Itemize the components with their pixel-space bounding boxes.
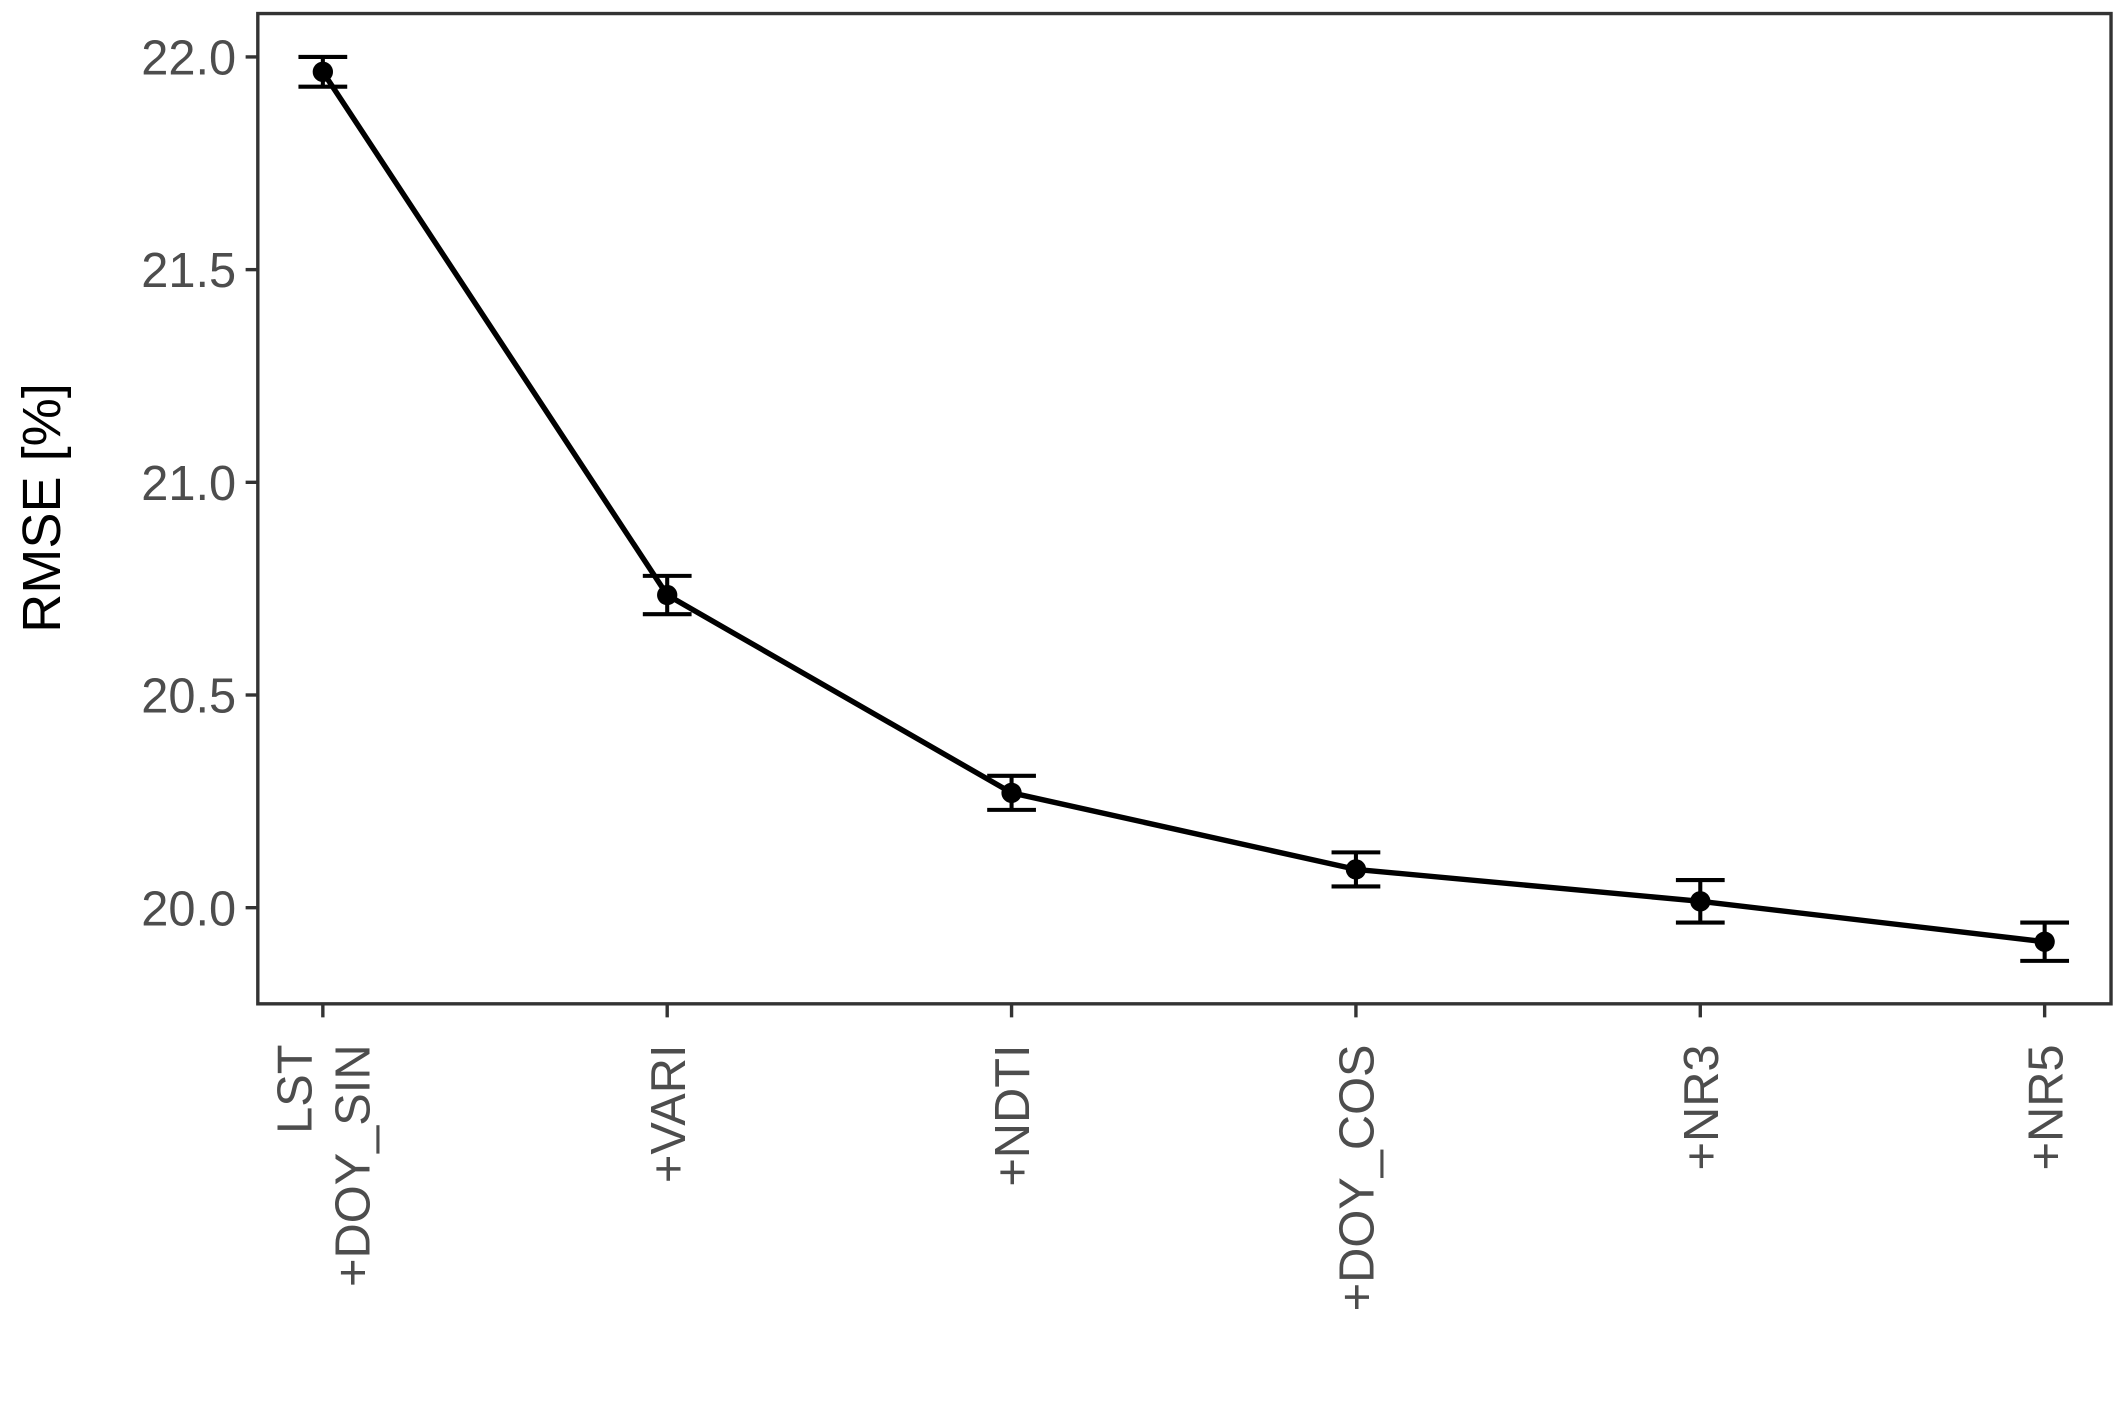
point (657, 584, 678, 606)
y-tick-label: 20.0 (141, 882, 236, 936)
x-tick-label: LST +DOY_SIN (268, 1044, 380, 1287)
point (1690, 891, 1711, 912)
x-tick-label: +NR3 (1675, 1044, 1729, 1170)
point (312, 61, 334, 82)
point (2034, 931, 2055, 952)
y-tick-label: 22.0 (141, 32, 236, 86)
y-tick-label: 20.5 (141, 670, 236, 724)
point (1345, 859, 1367, 880)
plot-frame (256, 11, 2113, 1006)
y-tick-label: 21.0 (141, 457, 236, 511)
y-tick-label: 21.5 (141, 244, 236, 298)
x-tick-label: +DOY_COS (1331, 1044, 1385, 1311)
x-tick-label: +NDTI (986, 1044, 1040, 1186)
y-axis-title: RMSE [%] (12, 383, 72, 633)
line (320, 70, 2045, 945)
x-tick-label: +VARI (642, 1044, 696, 1183)
x-tick-label: +NR5 (2019, 1044, 2073, 1170)
point (1001, 782, 1022, 803)
